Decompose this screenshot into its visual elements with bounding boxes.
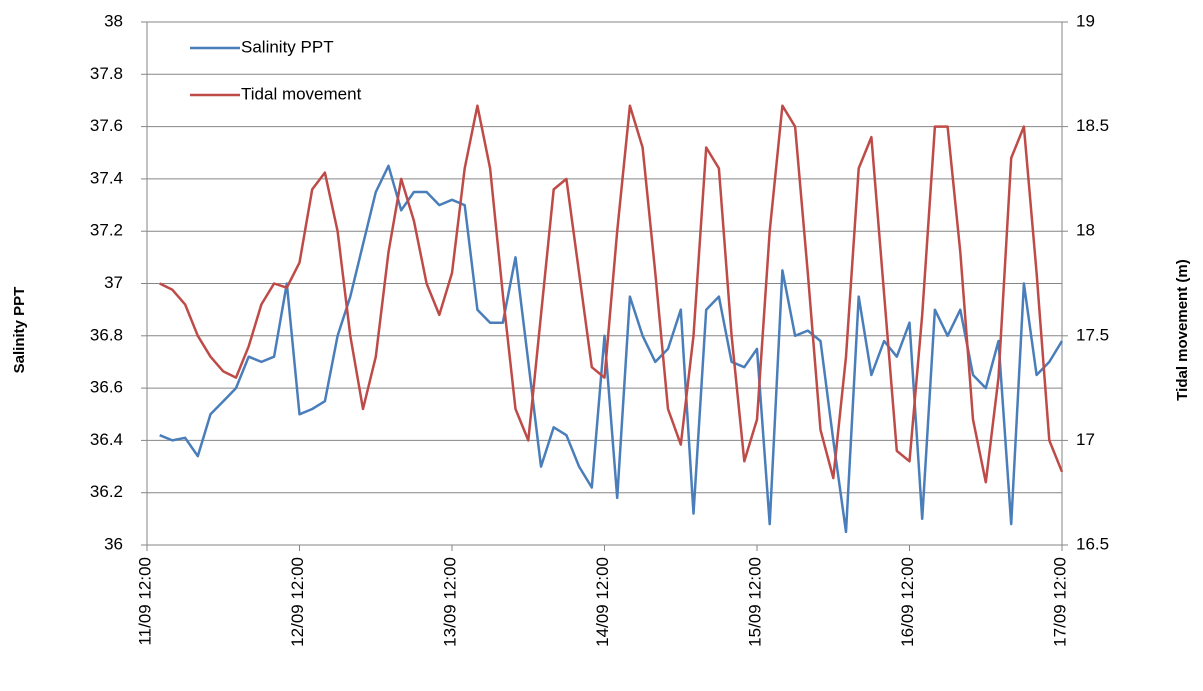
x-tick-label: 17/09 12:00 <box>1050 557 1069 647</box>
y2-tick-label: 16.5 <box>1076 534 1109 553</box>
y-tick-label: 38 <box>104 11 123 30</box>
y-axis-title: Salinity PPT <box>11 287 28 374</box>
y2-tick-label: 17.5 <box>1076 325 1109 344</box>
y2-tick-label: 19 <box>1076 11 1095 30</box>
y-tick-label: 37.2 <box>90 221 123 240</box>
legend-label: Salinity PPT <box>241 37 334 56</box>
x-tick-label: 11/09 12:00 <box>135 557 154 646</box>
y2-tick-label: 18.5 <box>1076 116 1109 135</box>
y2-tick-label: 17 <box>1076 430 1095 449</box>
y-tick-label: 36.6 <box>90 378 123 397</box>
legend-label: Tidal movement <box>241 84 362 103</box>
y-tick-label: 36.4 <box>90 430 123 449</box>
y-tick-label: 36.2 <box>90 482 123 501</box>
x-tick-label: 13/09 12:00 <box>440 557 459 647</box>
y-tick-label: 37 <box>104 273 123 292</box>
y-tick-label: 37.6 <box>90 116 123 135</box>
x-tick-label: 12/09 12:00 <box>288 557 307 647</box>
y2-axis-title: Tidal movement (m) <box>1174 259 1191 400</box>
x-tick-label: 16/09 12:00 <box>898 557 917 647</box>
x-tick-label: 14/09 12:00 <box>593 557 612 647</box>
series-line <box>159 104 1064 484</box>
y-tick-label: 36 <box>104 534 123 553</box>
y-tick-label: 36.8 <box>90 325 123 344</box>
y-tick-label: 37.4 <box>90 168 123 187</box>
y2-tick-label: 18 <box>1076 221 1095 240</box>
series-line <box>159 164 1064 534</box>
y-tick-label: 37.8 <box>90 64 123 83</box>
x-tick-label: 15/09 12:00 <box>745 557 764 647</box>
